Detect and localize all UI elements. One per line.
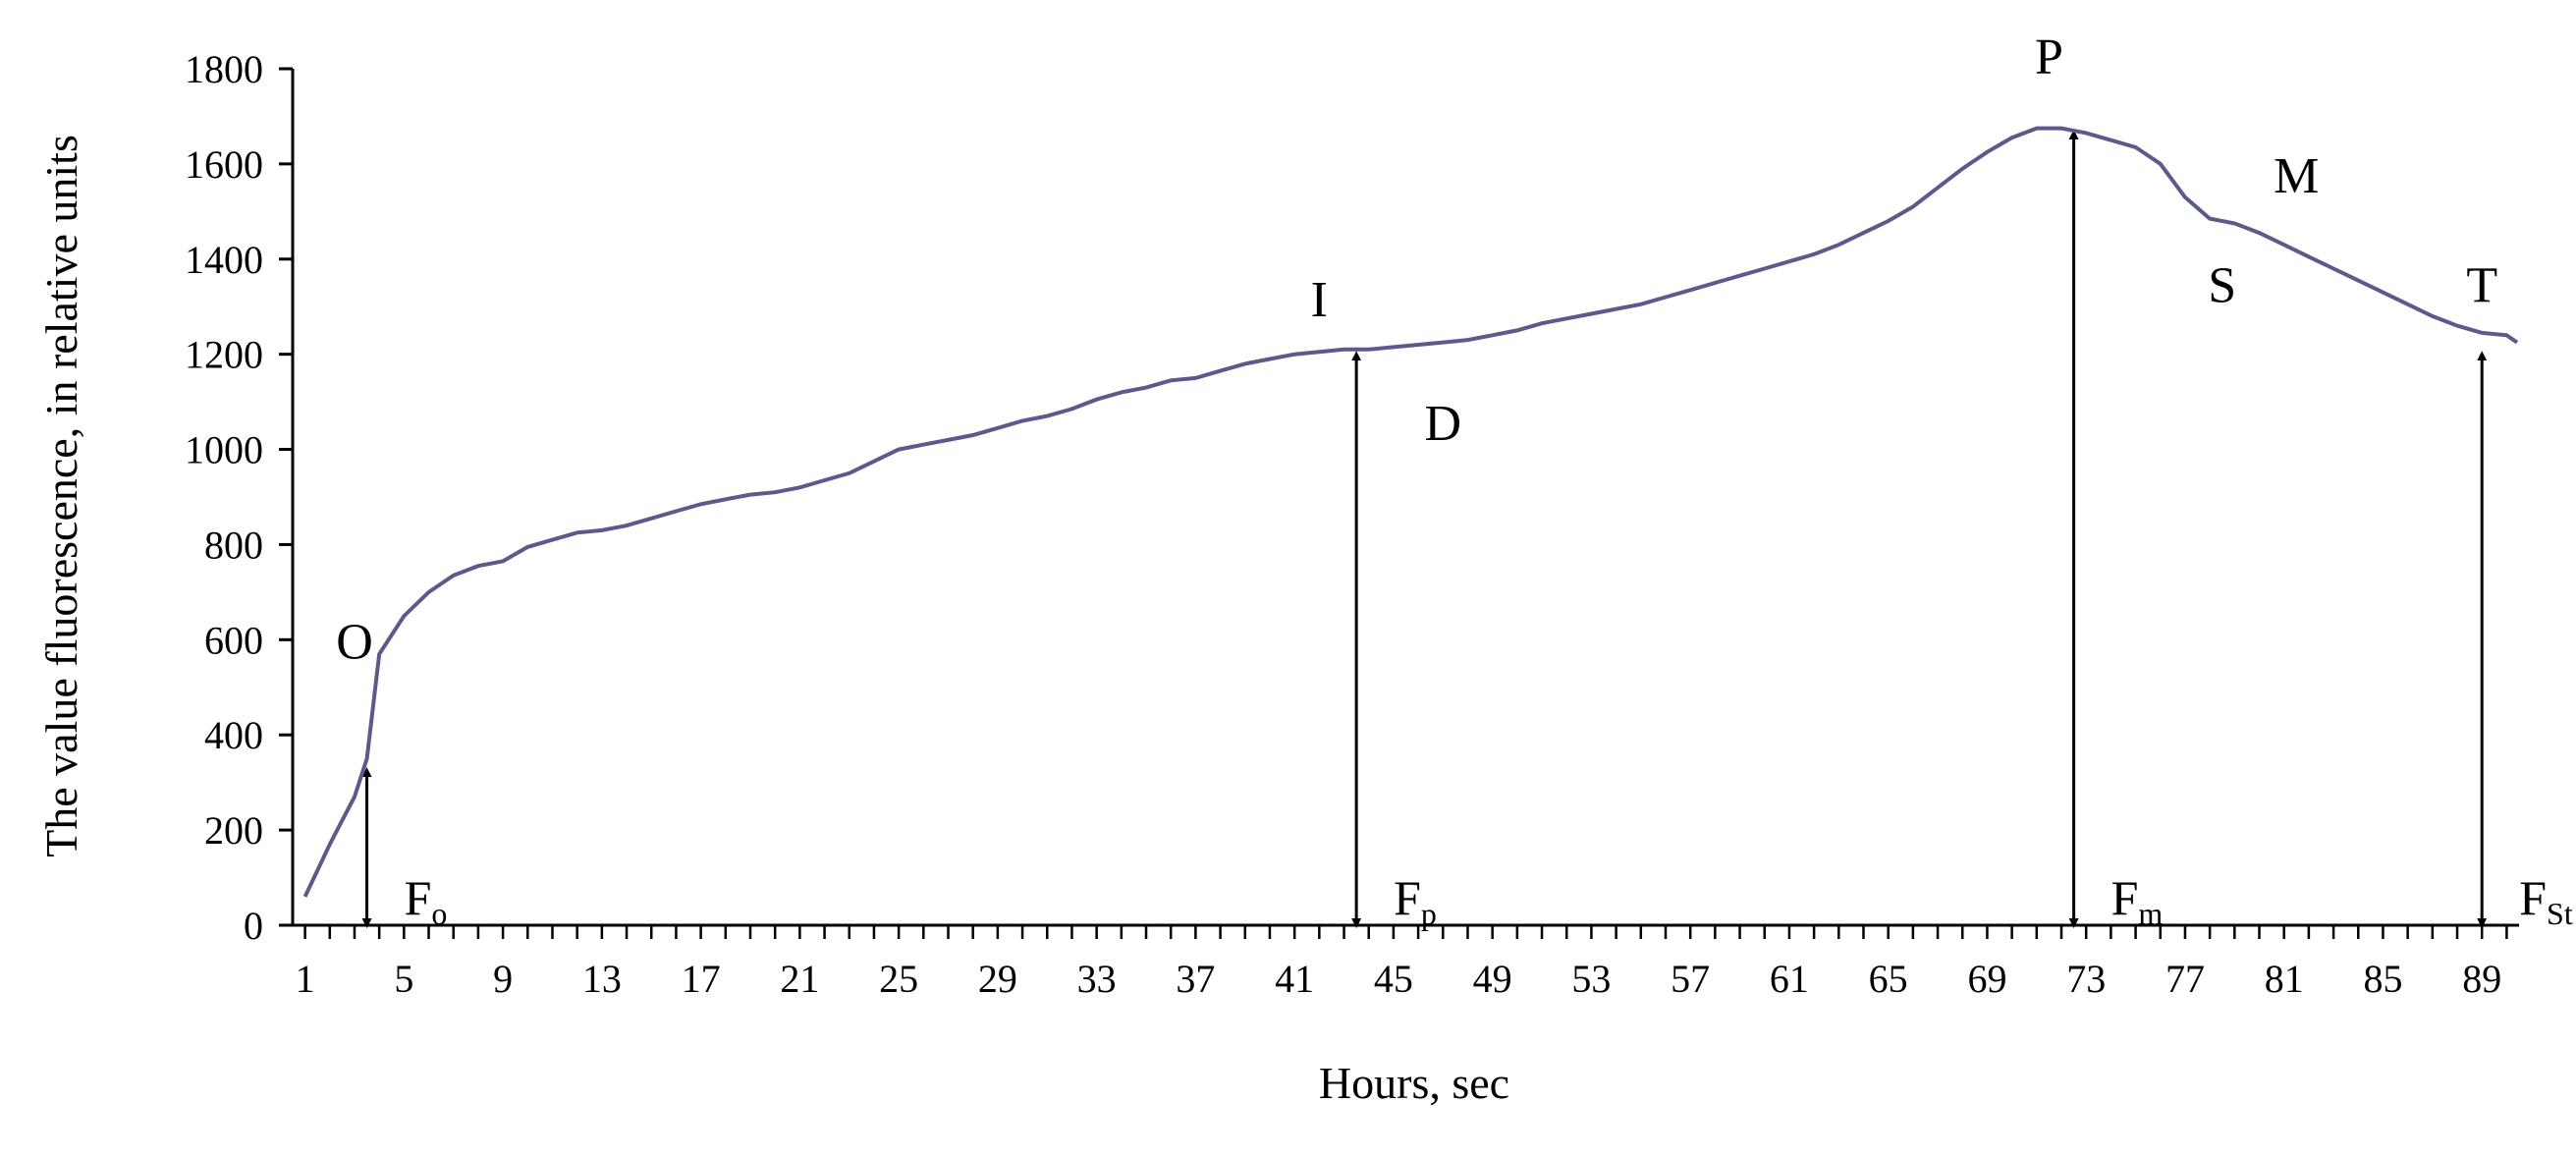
y-tick-label: 600: [204, 618, 263, 662]
x-tick-label: 29: [978, 957, 1017, 1001]
y-tick-label: 1800: [185, 47, 263, 91]
y-tick-label: 800: [204, 523, 263, 567]
point-label-t: T: [2466, 257, 2497, 313]
x-tick-label: 25: [879, 957, 918, 1001]
y-tick-label: 1400: [185, 238, 263, 282]
x-tick-label: 77: [2165, 957, 2205, 1001]
point-label-o: O: [336, 615, 373, 671]
x-tick-label: 1: [296, 957, 315, 1001]
point-label-i: I: [1311, 272, 1328, 328]
x-tick-label: 65: [1869, 957, 1908, 1001]
arrow-label: Fp: [1394, 870, 1437, 931]
x-tick-label: 81: [2265, 957, 2304, 1001]
y-tick-label: 1600: [185, 142, 263, 187]
x-tick-label: 61: [1770, 957, 1809, 1001]
x-tick-label: 85: [2363, 957, 2402, 1001]
y-axis-ticks: 0 200 400 600 800 1000 1200 1400 1600 1800: [185, 47, 293, 948]
x-tick-label: 49: [1473, 957, 1512, 1001]
x-tick-label: 53: [1571, 957, 1611, 1001]
arrows: Fo Fp Fm FSt: [361, 129, 2573, 931]
y-tick-label: 1000: [185, 428, 263, 472]
x-tick-label: 41: [1275, 957, 1314, 1001]
x-tick-label: 45: [1374, 957, 1413, 1001]
x-tick-label: 89: [2462, 957, 2501, 1001]
axes: [291, 69, 2519, 927]
point-label-m: M: [2274, 148, 2319, 204]
point-label-s: S: [2208, 257, 2236, 313]
x-tick-label: 21: [780, 957, 819, 1001]
y-tick-label: 200: [204, 808, 263, 853]
arrow-label: Fo: [405, 870, 448, 931]
x-tick-label: 17: [682, 957, 721, 1001]
x-axis-ticks: 1 5 9 13 17 21 25 29 33 37 41 45 49 53 57 61 65 69 73 77 81 8…: [296, 925, 2508, 1001]
x-axis-title: Hours, sec: [1319, 1058, 1509, 1108]
x-tick-label: 37: [1176, 957, 1215, 1001]
x-tick-label: 5: [394, 957, 413, 1001]
y-tick-label: 400: [204, 713, 263, 757]
point-label-p: P: [2035, 29, 2063, 85]
x-tick-label: 9: [493, 957, 513, 1001]
fluorescence-curve: [302, 126, 2519, 898]
x-tick-label: 13: [582, 957, 622, 1001]
x-tick-label: 69: [1967, 957, 2006, 1001]
x-tick-label: 73: [2066, 957, 2106, 1001]
point-labels: O I D P SM T: [336, 29, 2497, 671]
arrow-label: FSt: [2519, 870, 2573, 931]
y-tick-label: 0: [244, 904, 263, 948]
x-tick-label: 57: [1671, 957, 1710, 1001]
y-axis-title: The value fluorescence, in relative unit…: [36, 135, 86, 857]
x-tick-label: 33: [1077, 957, 1117, 1001]
arrow-label: Fm: [2111, 870, 2164, 931]
point-label-d: D: [1425, 396, 1462, 452]
y-tick-label: 1200: [185, 333, 263, 377]
